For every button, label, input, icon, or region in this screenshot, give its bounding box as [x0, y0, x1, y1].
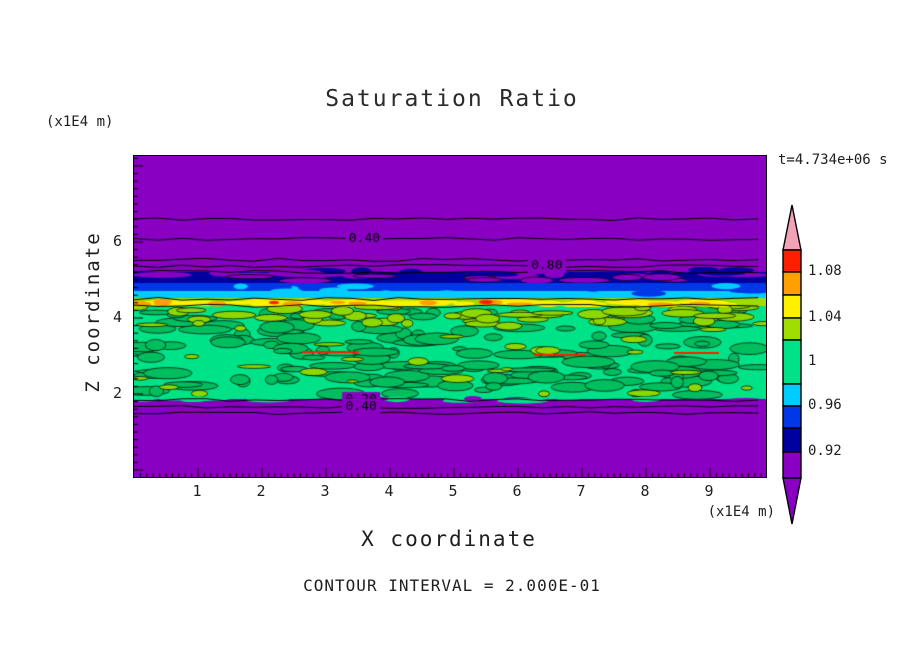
- colorbar-segment: [782, 405, 802, 429]
- x-tick-label: 7: [576, 482, 586, 500]
- colorbar-bottom-arrow: [782, 477, 802, 525]
- time-label: t=4.734e+06 s: [778, 152, 888, 168]
- plot-area: [133, 155, 767, 478]
- colorbar-segment: [782, 427, 802, 453]
- colorbar-segment: [782, 339, 802, 385]
- x-tick-label: 2: [256, 482, 266, 500]
- y-axis-unit: (x1E4 m): [46, 114, 114, 130]
- y-tick-label: 4: [112, 308, 122, 326]
- colorbar-tick-label: 0.96: [808, 397, 842, 413]
- contour-interval-note: CONTOUR INTERVAL = 2.000E-01: [303, 576, 601, 595]
- y-tick-label: 6: [112, 232, 122, 250]
- colorbar-segment: [782, 294, 802, 319]
- colorbar: [782, 204, 802, 525]
- colorbar-top-arrow: [782, 204, 802, 251]
- colorbar-tick-label: 1.08: [808, 263, 842, 279]
- colorbar-tick-label: 1.04: [808, 309, 842, 325]
- contour-plot-canvas: [134, 156, 766, 477]
- colorbar-segment: [782, 249, 802, 273]
- x-tick-label: 9: [704, 482, 714, 500]
- plot-title: Saturation Ratio: [325, 86, 579, 112]
- x-tick-label: 5: [448, 482, 458, 500]
- colorbar-segment: [782, 383, 802, 407]
- x-tick-label: 8: [640, 482, 650, 500]
- x-tick-label: 1: [192, 482, 202, 500]
- colorbar-tick-label: 0.92: [808, 443, 842, 459]
- y-tick-label: 2: [112, 384, 122, 402]
- colorbar-labels: 1.08 1.04 1 0.96 0.92: [808, 200, 868, 530]
- colorbar-segment: [782, 271, 802, 296]
- x-tick-label: 3: [320, 482, 330, 500]
- x-tick-label: 4: [384, 482, 394, 500]
- x-tick-label: 6: [512, 482, 522, 500]
- colorbar-segment: [782, 451, 802, 479]
- colorbar-tick-label: 1: [808, 353, 817, 369]
- colorbar-segment: [782, 317, 802, 341]
- x-axis-unit: (x1E4 m): [707, 504, 775, 520]
- x-axis-label: X coordinate: [361, 527, 537, 551]
